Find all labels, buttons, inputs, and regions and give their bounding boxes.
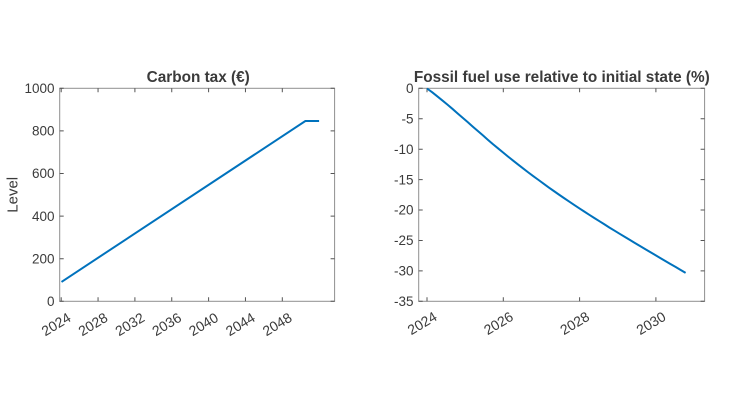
svg-text:Fossil fuel use relative to in: Fossil fuel use relative to initial stat… bbox=[414, 69, 710, 86]
svg-text:800: 800 bbox=[32, 124, 55, 139]
svg-text:Level: Level bbox=[5, 177, 22, 213]
svg-text:-15: -15 bbox=[394, 172, 414, 187]
svg-text:200: 200 bbox=[32, 251, 55, 266]
svg-text:1000: 1000 bbox=[24, 81, 54, 96]
svg-text:-30: -30 bbox=[394, 264, 414, 279]
svg-text:-35: -35 bbox=[394, 294, 414, 309]
svg-text:0: 0 bbox=[406, 81, 414, 96]
svg-text:-10: -10 bbox=[394, 142, 414, 157]
svg-text:0: 0 bbox=[47, 294, 55, 309]
svg-text:400: 400 bbox=[32, 209, 55, 224]
svg-text:Carbon tax (€): Carbon tax (€) bbox=[147, 69, 250, 86]
svg-text:-5: -5 bbox=[401, 111, 413, 126]
svg-text:-25: -25 bbox=[394, 233, 414, 248]
svg-text:-20: -20 bbox=[394, 203, 414, 218]
svg-text:600: 600 bbox=[32, 166, 55, 181]
